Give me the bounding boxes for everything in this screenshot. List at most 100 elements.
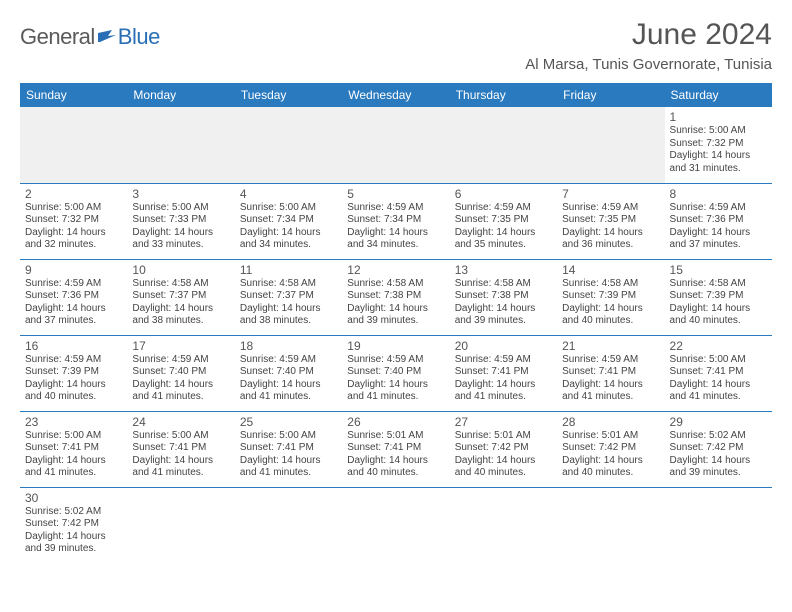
weekday-header: Friday (557, 83, 664, 107)
day-number: 29 (670, 415, 767, 429)
calendar-cell: 28Sunrise: 5:01 AMSunset: 7:42 PMDayligh… (557, 411, 664, 487)
sunrise-line: Sunrise: 4:59 AM (670, 202, 767, 215)
day-number: 6 (455, 187, 552, 201)
logo-text-general: General (20, 24, 95, 50)
weekday-header: Saturday (665, 83, 772, 107)
day-number: 19 (347, 339, 444, 353)
sunset-line: Sunset: 7:38 PM (347, 290, 444, 303)
calendar-cell: 30Sunrise: 5:02 AMSunset: 7:42 PMDayligh… (20, 487, 127, 563)
day-number: 18 (240, 339, 337, 353)
title-block: June 2024 Al Marsa, Tunis Governorate, T… (525, 18, 772, 73)
sunrise-line: Sunrise: 4:59 AM (25, 354, 122, 367)
sunrise-line: Sunrise: 4:58 AM (670, 278, 767, 291)
daylight-line: Daylight: 14 hours and 37 minutes. (670, 227, 767, 252)
sunset-line: Sunset: 7:42 PM (455, 442, 552, 455)
daylight-line: Daylight: 14 hours and 39 minutes. (455, 303, 552, 328)
day-number: 25 (240, 415, 337, 429)
sunset-line: Sunset: 7:40 PM (240, 366, 337, 379)
calendar-cell: 4Sunrise: 5:00 AMSunset: 7:34 PMDaylight… (235, 183, 342, 259)
calendar-cell: 19Sunrise: 4:59 AMSunset: 7:40 PMDayligh… (342, 335, 449, 411)
calendar-cell (450, 487, 557, 563)
calendar-cell: 9Sunrise: 4:59 AMSunset: 7:36 PMDaylight… (20, 259, 127, 335)
daylight-line: Daylight: 14 hours and 41 minutes. (670, 379, 767, 404)
calendar-cell: 16Sunrise: 4:59 AMSunset: 7:39 PMDayligh… (20, 335, 127, 411)
sunrise-line: Sunrise: 4:59 AM (347, 202, 444, 215)
sunset-line: Sunset: 7:41 PM (670, 366, 767, 379)
calendar-cell (557, 107, 664, 183)
day-number: 14 (562, 263, 659, 277)
day-number: 24 (132, 415, 229, 429)
sunrise-line: Sunrise: 4:59 AM (562, 354, 659, 367)
daylight-line: Daylight: 14 hours and 41 minutes. (132, 455, 229, 480)
daylight-line: Daylight: 14 hours and 41 minutes. (240, 379, 337, 404)
calendar-cell: 24Sunrise: 5:00 AMSunset: 7:41 PMDayligh… (127, 411, 234, 487)
calendar-row: 9Sunrise: 4:59 AMSunset: 7:36 PMDaylight… (20, 259, 772, 335)
daylight-line: Daylight: 14 hours and 31 minutes. (670, 150, 767, 175)
sunset-line: Sunset: 7:32 PM (670, 138, 767, 151)
sunrise-line: Sunrise: 4:58 AM (347, 278, 444, 291)
day-number: 16 (25, 339, 122, 353)
calendar-cell: 27Sunrise: 5:01 AMSunset: 7:42 PMDayligh… (450, 411, 557, 487)
sunset-line: Sunset: 7:39 PM (562, 290, 659, 303)
calendar-cell: 29Sunrise: 5:02 AMSunset: 7:42 PMDayligh… (665, 411, 772, 487)
sunrise-line: Sunrise: 4:58 AM (132, 278, 229, 291)
day-number: 9 (25, 263, 122, 277)
day-number: 2 (25, 187, 122, 201)
day-number: 26 (347, 415, 444, 429)
sunrise-line: Sunrise: 4:59 AM (347, 354, 444, 367)
sunset-line: Sunset: 7:39 PM (670, 290, 767, 303)
sunrise-line: Sunrise: 5:00 AM (240, 202, 337, 215)
daylight-line: Daylight: 14 hours and 39 minutes. (25, 531, 122, 556)
location: Al Marsa, Tunis Governorate, Tunisia (525, 56, 772, 73)
daylight-line: Daylight: 14 hours and 36 minutes. (562, 227, 659, 252)
sunrise-line: Sunrise: 5:00 AM (25, 202, 122, 215)
day-number: 7 (562, 187, 659, 201)
calendar-cell: 8Sunrise: 4:59 AMSunset: 7:36 PMDaylight… (665, 183, 772, 259)
sunset-line: Sunset: 7:34 PM (240, 214, 337, 227)
calendar-cell: 22Sunrise: 5:00 AMSunset: 7:41 PMDayligh… (665, 335, 772, 411)
day-number: 1 (670, 110, 767, 124)
weekday-header: Sunday (20, 83, 127, 107)
sunrise-line: Sunrise: 5:00 AM (670, 354, 767, 367)
sunrise-line: Sunrise: 4:59 AM (25, 278, 122, 291)
sunrise-line: Sunrise: 4:58 AM (562, 278, 659, 291)
sunset-line: Sunset: 7:41 PM (240, 442, 337, 455)
calendar-cell (235, 487, 342, 563)
daylight-line: Daylight: 14 hours and 32 minutes. (25, 227, 122, 252)
daylight-line: Daylight: 14 hours and 38 minutes. (240, 303, 337, 328)
calendar-cell: 6Sunrise: 4:59 AMSunset: 7:35 PMDaylight… (450, 183, 557, 259)
daylight-line: Daylight: 14 hours and 40 minutes. (562, 455, 659, 480)
day-number: 11 (240, 263, 337, 277)
day-number: 28 (562, 415, 659, 429)
day-number: 3 (132, 187, 229, 201)
calendar-row: 16Sunrise: 4:59 AMSunset: 7:39 PMDayligh… (20, 335, 772, 411)
sunset-line: Sunset: 7:35 PM (455, 214, 552, 227)
daylight-line: Daylight: 14 hours and 41 minutes. (132, 379, 229, 404)
sunset-line: Sunset: 7:42 PM (562, 442, 659, 455)
daylight-line: Daylight: 14 hours and 41 minutes. (25, 455, 122, 480)
daylight-line: Daylight: 14 hours and 39 minutes. (670, 455, 767, 480)
calendar-table: SundayMondayTuesdayWednesdayThursdayFrid… (20, 83, 772, 563)
weekday-header: Thursday (450, 83, 557, 107)
daylight-line: Daylight: 14 hours and 34 minutes. (240, 227, 337, 252)
calendar-row: 2Sunrise: 5:00 AMSunset: 7:32 PMDaylight… (20, 183, 772, 259)
day-number: 5 (347, 187, 444, 201)
sunrise-line: Sunrise: 5:01 AM (347, 430, 444, 443)
daylight-line: Daylight: 14 hours and 35 minutes. (455, 227, 552, 252)
sunset-line: Sunset: 7:37 PM (240, 290, 337, 303)
day-number: 30 (25, 491, 122, 505)
sunset-line: Sunset: 7:42 PM (670, 442, 767, 455)
sunrise-line: Sunrise: 4:58 AM (240, 278, 337, 291)
day-number: 13 (455, 263, 552, 277)
sunrise-line: Sunrise: 5:00 AM (132, 430, 229, 443)
sunrise-line: Sunrise: 5:00 AM (132, 202, 229, 215)
logo: General Blue (20, 24, 160, 50)
sunset-line: Sunset: 7:37 PM (132, 290, 229, 303)
calendar-cell (342, 107, 449, 183)
day-number: 15 (670, 263, 767, 277)
sunset-line: Sunset: 7:35 PM (562, 214, 659, 227)
sunrise-line: Sunrise: 4:59 AM (132, 354, 229, 367)
daylight-line: Daylight: 14 hours and 37 minutes. (25, 303, 122, 328)
sunrise-line: Sunrise: 5:02 AM (25, 506, 122, 519)
sunrise-line: Sunrise: 5:00 AM (670, 125, 767, 138)
